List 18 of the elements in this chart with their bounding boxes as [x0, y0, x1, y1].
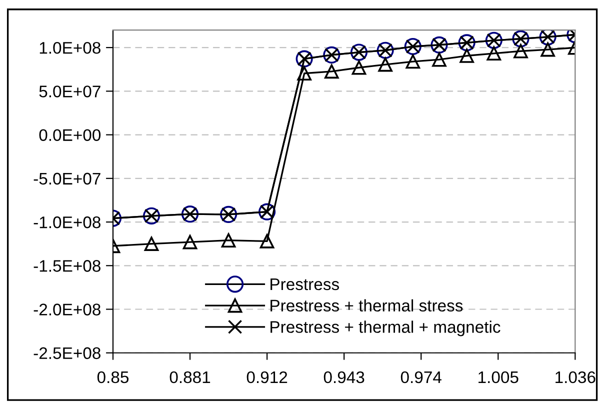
x-tick-label: 0.881 — [170, 371, 210, 384]
y-tick-label: -2.5E+08 — [34, 347, 100, 360]
y-tick-label: 0.0E+00 — [39, 129, 101, 141]
y-tick-label: -1.5E+08 — [34, 260, 100, 272]
y-tick-label: -5.0E+07 — [34, 172, 100, 185]
x-tick-label: 0.85 — [97, 371, 129, 384]
x-tick-label: 1.005 — [478, 371, 518, 384]
x-tick-label: 0.943 — [324, 371, 364, 384]
x-tick-label: 0.912 — [246, 371, 288, 384]
x-tick-label: 1.036 — [556, 371, 596, 384]
y-tick-label: 5.0E+07 — [39, 86, 100, 98]
x-tick-label: 0.974 — [400, 371, 442, 384]
y-tick-label: -2.0E+08 — [34, 304, 100, 316]
legend-label: Prestress + thermal stress — [270, 299, 463, 312]
y-tick-label: 1.0E+08 — [40, 42, 100, 54]
legend-label: Prestress + thermal + magnetic — [270, 320, 500, 336]
legend-label: Prestress — [270, 278, 339, 290]
y-tick-label: -1.0E+08 — [34, 216, 100, 228]
